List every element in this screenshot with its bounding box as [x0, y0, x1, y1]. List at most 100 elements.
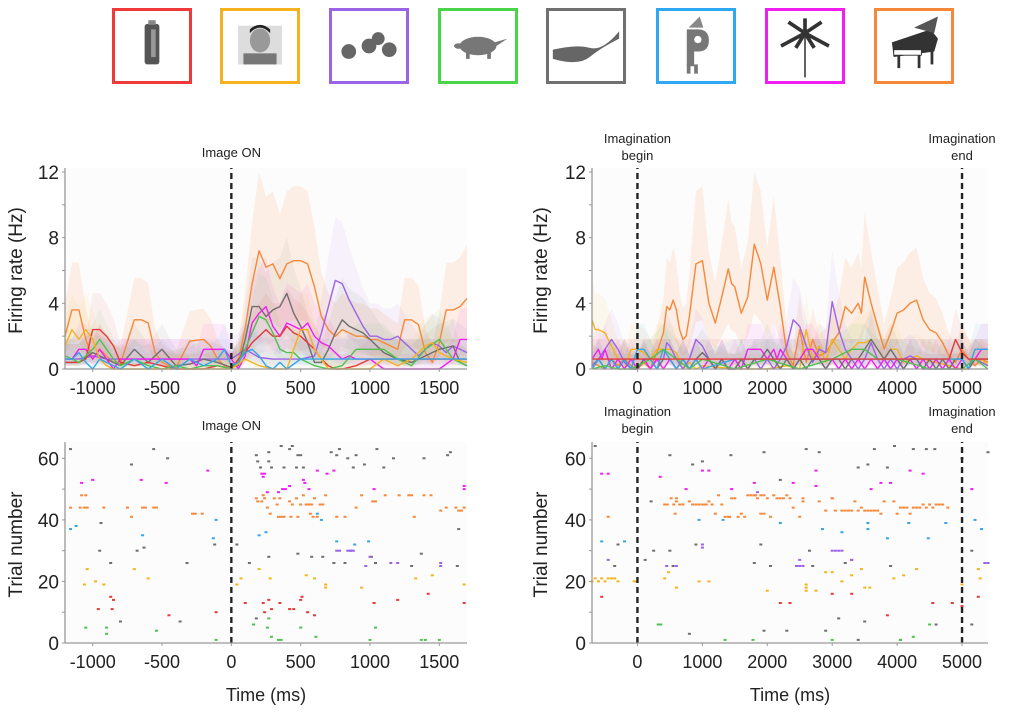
spike-battery: [372, 602, 376, 604]
spike-wave: [235, 543, 239, 546]
spike-piano: [707, 500, 711, 503]
spike-palm-tree: [206, 469, 210, 472]
spike-turtle: [659, 623, 663, 626]
spike-palm-tree: [462, 485, 466, 487]
spike-wave: [668, 549, 672, 552]
letter-p-cartoon-icon: [686, 16, 709, 74]
event-annotation-label: Image ON: [202, 145, 261, 160]
psth-imagination-panel: Imagination begin Imagination end 0 1000 2000 3…: [531, 131, 996, 398]
spike-balls: [700, 543, 704, 546]
spike-piano: [125, 506, 129, 509]
spike-piano: [289, 515, 293, 518]
spike-piano: [80, 494, 84, 497]
spike-piano: [856, 509, 860, 512]
spike-wave: [338, 448, 341, 451]
spike-piano: [335, 515, 339, 518]
spike-wave: [332, 562, 336, 564]
spike-face: [606, 577, 610, 580]
spike-face: [593, 577, 597, 580]
spike-piano: [324, 494, 328, 497]
spike-balls: [349, 549, 353, 552]
spike-face: [324, 586, 328, 589]
spike-piano: [941, 503, 945, 506]
x-tick-label: 0: [632, 378, 642, 398]
spike-piano: [749, 494, 753, 497]
spike-wave: [446, 454, 450, 457]
spike-piano: [772, 494, 776, 497]
spike-wave: [970, 623, 974, 626]
spike-piano: [928, 503, 932, 506]
spike-letter-p: [69, 528, 72, 531]
spike-face: [600, 577, 604, 580]
spike-face: [868, 586, 872, 589]
spike-battery: [288, 608, 292, 611]
spike-piano: [143, 506, 147, 509]
spike-palm-tree: [970, 488, 974, 491]
face-photo-icon: [237, 24, 283, 65]
series-line-turtle: [591, 348, 989, 370]
series-line-battery: [592, 338, 988, 360]
spike-wave: [804, 448, 808, 451]
spike-wave: [694, 543, 698, 546]
spike-piano: [895, 512, 899, 515]
spike-piano: [700, 503, 704, 506]
spike-letter-p: [353, 543, 357, 546]
spike-palm-tree: [263, 472, 267, 475]
spike-turtle: [928, 623, 932, 626]
spike-wave: [422, 457, 426, 460]
y-tick-label: 60: [565, 449, 586, 470]
spike-piano: [263, 497, 267, 500]
spike-palm-tree: [814, 485, 818, 487]
spike-balls: [396, 562, 400, 564]
spike-piano: [191, 512, 194, 515]
spike-wave: [457, 528, 461, 531]
spike-battery: [462, 602, 466, 604]
series-line-face: [64, 328, 468, 370]
spike-face: [132, 568, 136, 571]
spike-battery: [96, 608, 100, 611]
y-tick-label: 4: [48, 294, 59, 315]
spike-piano: [674, 497, 678, 500]
spike-face: [804, 589, 808, 592]
spike-face: [892, 577, 896, 580]
spike-wave: [354, 454, 358, 457]
spike-wave: [375, 448, 379, 451]
spike-piano: [261, 494, 265, 497]
spike-face: [663, 577, 667, 580]
spike-balls: [346, 549, 350, 552]
spike-wave: [392, 457, 395, 460]
spike-face: [616, 580, 620, 583]
spike-face: [94, 580, 97, 583]
plot-area: [592, 442, 988, 643]
spike-piano: [130, 515, 133, 518]
spike-letter-p: [214, 518, 218, 521]
spike-piano: [723, 515, 727, 518]
spike-piano: [788, 497, 792, 500]
spike-balls: [756, 491, 759, 494]
event-annotation-label: end: [951, 421, 973, 436]
spike-piano: [85, 506, 89, 509]
spike-piano: [84, 494, 88, 497]
spike-palm-tree: [869, 488, 873, 491]
stimulus-wave: [546, 8, 626, 84]
spike-wave: [270, 466, 273, 469]
spike-wave: [410, 565, 414, 567]
spike-letter-p: [697, 518, 701, 521]
spike-battery: [778, 602, 782, 604]
stimulus-balls: [329, 8, 409, 84]
spike-turtle: [314, 635, 318, 638]
spike-turtle: [299, 626, 303, 629]
spike-piano: [702, 503, 706, 506]
spike-balls: [389, 562, 393, 564]
spike-wave: [256, 460, 260, 463]
spike-piano: [301, 494, 305, 497]
spike-piano: [360, 494, 364, 497]
spike-letter-p: [315, 512, 319, 515]
spike-piano: [296, 515, 300, 518]
spike-wave: [279, 445, 283, 447]
spike-turtle: [279, 638, 283, 641]
spike-piano: [898, 506, 902, 509]
spike-palm-tree: [91, 478, 95, 481]
y-tick-label: 12: [38, 163, 59, 184]
spike-palm-tree: [277, 491, 280, 494]
